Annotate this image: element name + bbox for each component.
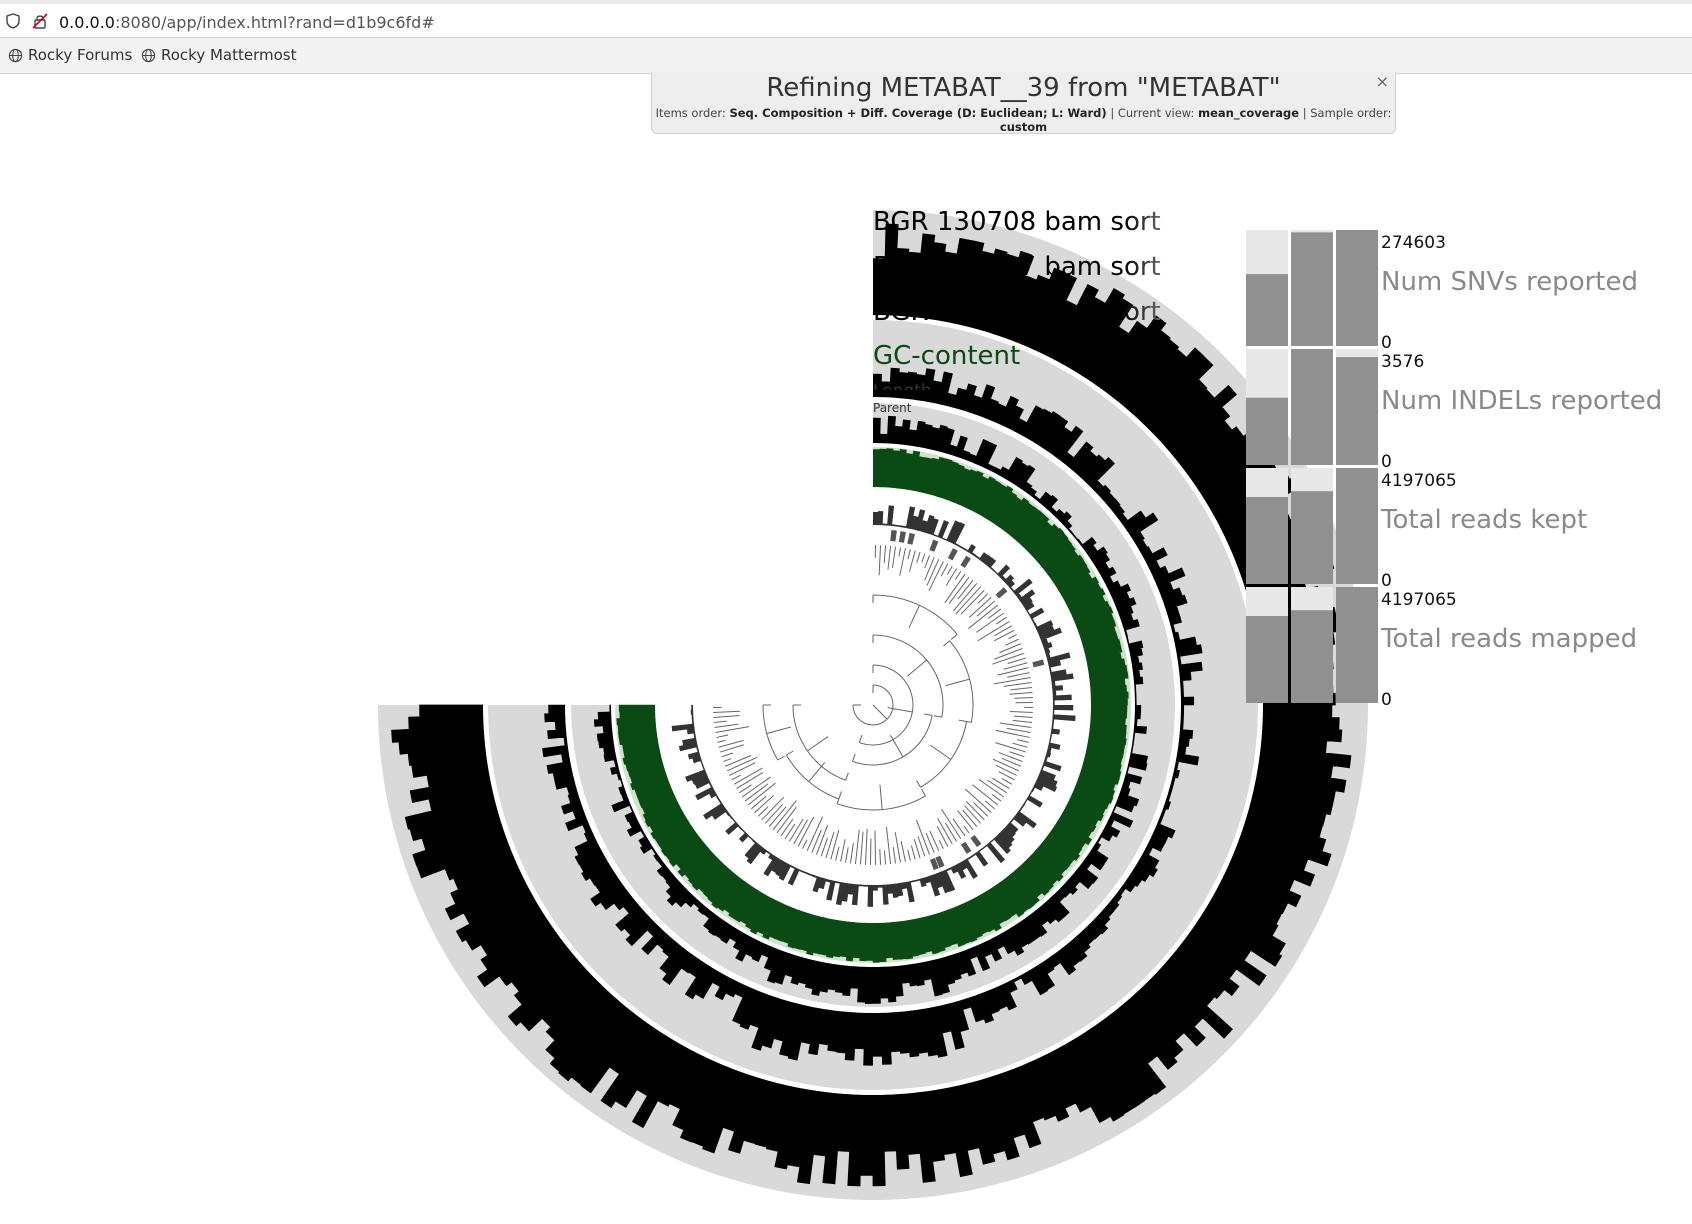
stat-max-value: 4197065: [1381, 590, 1457, 610]
layer-rings: [378, 210, 1368, 1200]
title-panel: Refining METABAT__39 from "METABAT" Item…: [651, 72, 1396, 134]
globe-icon: [141, 48, 156, 62]
bookmark-label: Rocky Mattermost: [161, 46, 297, 64]
layer-label-parent[interactable]: Parent: [873, 401, 912, 415]
stat-min-value: 0: [1381, 333, 1392, 353]
stat-max-value: 3576: [1381, 352, 1424, 372]
stat-bar: [1291, 349, 1333, 465]
stat-bar: [1291, 610, 1333, 703]
parent-marker: [947, 548, 958, 561]
parent-marker: [995, 587, 1008, 599]
url-text[interactable]: 0.0.0.0:8080/app/index.html?rand=d1b9c6f…: [59, 13, 435, 32]
insecure-lock-icon[interactable]: [32, 13, 48, 29]
layer-label-sample-1[interactable]: BGR 130708 bam sorted: [873, 207, 1193, 237]
globe-icon: [8, 48, 23, 62]
layer-label-length[interactable]: Length: [873, 381, 932, 401]
title-details: Items order: Seq. Composition + Diff. Co…: [655, 106, 1392, 134]
items-order-value: Seq. Composition + Diff. Coverage (D: Eu…: [729, 106, 1107, 120]
layer-label-sample-3[interactable]: BGR 130305 bam sorted: [873, 297, 1193, 327]
stat-name: Total reads mapped: [1380, 624, 1637, 654]
parent-marker: [929, 857, 939, 871]
stat-name: Num INDELs reported: [1381, 386, 1662, 416]
stat-bar: [1336, 587, 1378, 703]
url-host: 0.0.0.0: [59, 13, 115, 32]
stat-bar: [1336, 230, 1378, 346]
page-title: Refining METABAT__39 from "METABAT": [766, 73, 1281, 103]
parent-marker: [1032, 659, 1045, 668]
parent-marker: [935, 855, 945, 868]
stat-bar: [1246, 274, 1288, 346]
stat-name: Num SNVs reported: [1381, 267, 1638, 297]
dendrogram-branches: [713, 545, 1033, 865]
current-view-value: mean_coverage: [1198, 106, 1300, 120]
url-path: :8080/app/index.html?rand=d1b9c6fd#: [114, 13, 435, 32]
stat-max-value: 4197065: [1381, 471, 1457, 491]
stat-bar: [1291, 232, 1333, 346]
parent-marker: [890, 529, 897, 542]
current-view-label: Current view:: [1117, 106, 1195, 120]
layer-label-sample-2[interactable]: BGR 130527 bam sorted: [873, 252, 1193, 282]
bookmark-rocky-forums[interactable]: Rocky Forums: [8, 46, 132, 64]
bookmark-rocky-mattermost[interactable]: Rocky Mattermost: [141, 46, 296, 64]
stat-min-value: 0: [1381, 571, 1392, 591]
stat-min-value: 0: [1381, 690, 1392, 710]
stat-bar: [1246, 497, 1288, 584]
stat-bar: [1246, 616, 1288, 703]
address-bar[interactable]: 0.0.0.0:8080/app/index.html?rand=d1b9c6f…: [0, 0, 1692, 38]
close-icon[interactable]: ×: [1375, 72, 1389, 91]
items-order-label: Items order:: [655, 106, 726, 120]
stat-bar: [1336, 468, 1378, 584]
stat-total-reads-mapped[interactable]: 4197065 Total reads mapped 0: [1246, 587, 1637, 710]
stat-bar: [1246, 397, 1288, 465]
parent-marker: [970, 835, 982, 848]
stat-min-value: 0: [1381, 452, 1392, 472]
parent-marker: [929, 539, 939, 552]
ring-parent[interactable]: [890, 529, 1045, 871]
parent-marker: [898, 531, 906, 543]
stat-total-reads-kept[interactable]: 4197065 Total reads kept 0: [1246, 468, 1587, 591]
parent-marker: [960, 555, 971, 568]
dendrogram: [713, 545, 1033, 865]
parent-marker: [907, 532, 915, 545]
layer-label-gc[interactable]: GC-content: [873, 341, 1020, 371]
parent-marker: [960, 841, 972, 854]
stat-bar: [1291, 491, 1333, 584]
stat-num-snvs-reported[interactable]: 274603 Num SNVs reported 0: [1246, 230, 1638, 353]
bookmarks-toolbar: Rocky Forums Rocky Mattermost: [0, 38, 1692, 74]
stat-bar: [1336, 357, 1378, 465]
stat-max-value: 274603: [1381, 233, 1446, 253]
sample-order-label: Sample order:: [1310, 106, 1392, 120]
bookmark-label: Rocky Forums: [28, 46, 133, 64]
shield-icon: [6, 13, 20, 29]
sample-order-value: custom: [999, 120, 1048, 134]
stat-num-indels-reported[interactable]: 3576 Num INDELs reported 0: [1246, 349, 1662, 472]
layer-labels: BGR 130708 bam sorted BGR 130527 bam sor…: [873, 207, 1193, 401]
stat-name: Total reads kept: [1380, 505, 1587, 535]
